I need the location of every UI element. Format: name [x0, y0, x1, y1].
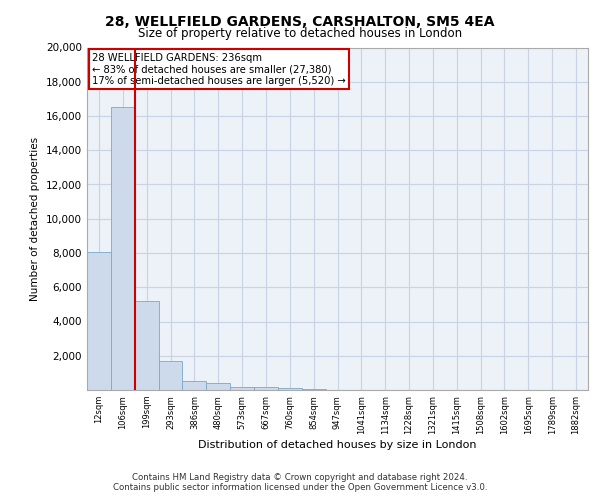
Y-axis label: Number of detached properties: Number of detached properties [31, 136, 40, 301]
Bar [111, 108, 135, 390]
Bar [302, 389, 326, 390]
Bar [278, 388, 302, 390]
Bar [254, 388, 278, 390]
Text: 28 WELLFIELD GARDENS: 236sqm
← 83% of detached houses are smaller (27,380)
17% o: 28 WELLFIELD GARDENS: 236sqm ← 83% of de… [92, 52, 346, 86]
Text: 28, WELLFIELD GARDENS, CARSHALTON, SM5 4EA: 28, WELLFIELD GARDENS, CARSHALTON, SM5 4… [105, 15, 495, 29]
Bar [182, 382, 206, 390]
Bar [230, 386, 254, 390]
Text: Size of property relative to detached houses in London: Size of property relative to detached ho… [138, 28, 462, 40]
Text: Contains HM Land Registry data © Crown copyright and database right 2024.
Contai: Contains HM Land Registry data © Crown c… [113, 473, 487, 492]
Bar [158, 361, 182, 390]
Bar [206, 384, 230, 390]
X-axis label: Distribution of detached houses by size in London: Distribution of detached houses by size … [198, 440, 477, 450]
Bar [87, 252, 111, 390]
Bar [135, 301, 158, 390]
